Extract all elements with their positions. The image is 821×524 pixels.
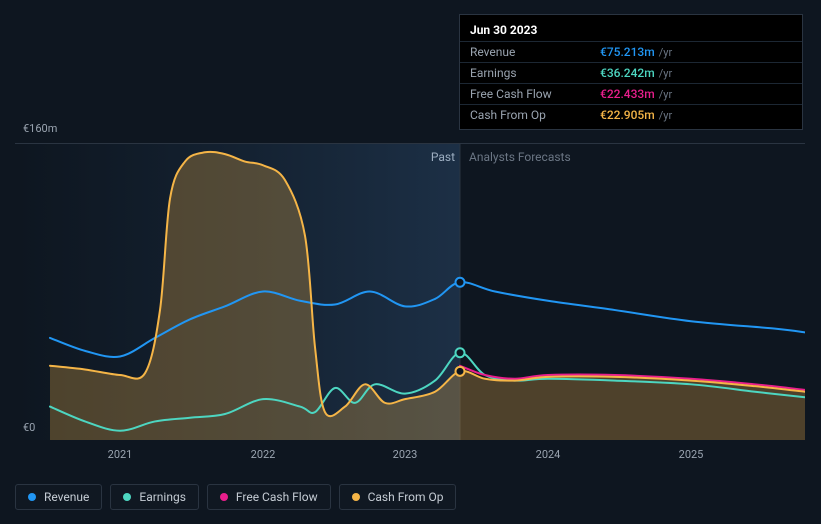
tooltip-row: Cash From Op€22.905m/yr [460, 104, 802, 125]
chart-legend: Revenue Earnings Free Cash Flow Cash From O… [15, 484, 456, 510]
tooltip-row: Revenue€75.213m/yr [460, 41, 802, 62]
chart-container: Jun 30 2023 Revenue€75.213m/yrEarnings€3… [0, 0, 821, 524]
x-axis-tick: 2022 [251, 448, 276, 461]
x-axis-tick: 2025 [679, 448, 704, 461]
tooltip-unit: /yr [659, 88, 672, 101]
series-marker-cfo[interactable] [456, 367, 465, 376]
y-axis-max-label: €160m [23, 122, 57, 135]
tooltip-unit: /yr [659, 67, 672, 80]
tooltip-value: €36.242m [600, 66, 655, 80]
tooltip-unit: /yr [659, 46, 672, 59]
x-axis-tick: 2024 [536, 448, 561, 461]
tooltip-value: €22.433m [600, 87, 655, 101]
x-axis-tick: 2021 [108, 448, 133, 461]
chart-tooltip: Jun 30 2023 Revenue€75.213m/yrEarnings€3… [459, 14, 803, 130]
tooltip-row: Earnings€36.242m/yr [460, 62, 802, 83]
legend-label: Earnings [139, 490, 186, 504]
tooltip-date: Jun 30 2023 [460, 21, 802, 41]
legend-label: Cash From Op [368, 490, 444, 504]
legend-label: Revenue [44, 490, 89, 504]
tooltip-value: €75.213m [600, 45, 655, 59]
line-chart[interactable] [15, 143, 805, 440]
legend-label: Free Cash Flow [236, 490, 318, 504]
legend-dot-icon [352, 493, 360, 501]
legend-item-earnings[interactable]: Earnings [110, 484, 199, 510]
series-marker-revenue[interactable] [456, 278, 465, 287]
tooltip-label: Earnings [470, 66, 600, 80]
tooltip-unit: /yr [659, 109, 672, 122]
tooltip-label: Free Cash Flow [470, 87, 600, 101]
tooltip-label: Revenue [470, 45, 600, 59]
legend-item-fcf[interactable]: Free Cash Flow [207, 484, 331, 510]
tooltip-row: Free Cash Flow€22.433m/yr [460, 83, 802, 104]
legend-item-revenue[interactable]: Revenue [15, 484, 102, 510]
legend-dot-icon [220, 493, 228, 501]
legend-dot-icon [123, 493, 131, 501]
tooltip-label: Cash From Op [470, 108, 600, 122]
legend-dot-icon [28, 493, 36, 501]
tooltip-value: €22.905m [600, 108, 655, 122]
series-marker-earnings[interactable] [456, 348, 465, 357]
legend-item-cfo[interactable]: Cash From Op [339, 484, 457, 510]
x-axis-tick: 2023 [393, 448, 418, 461]
